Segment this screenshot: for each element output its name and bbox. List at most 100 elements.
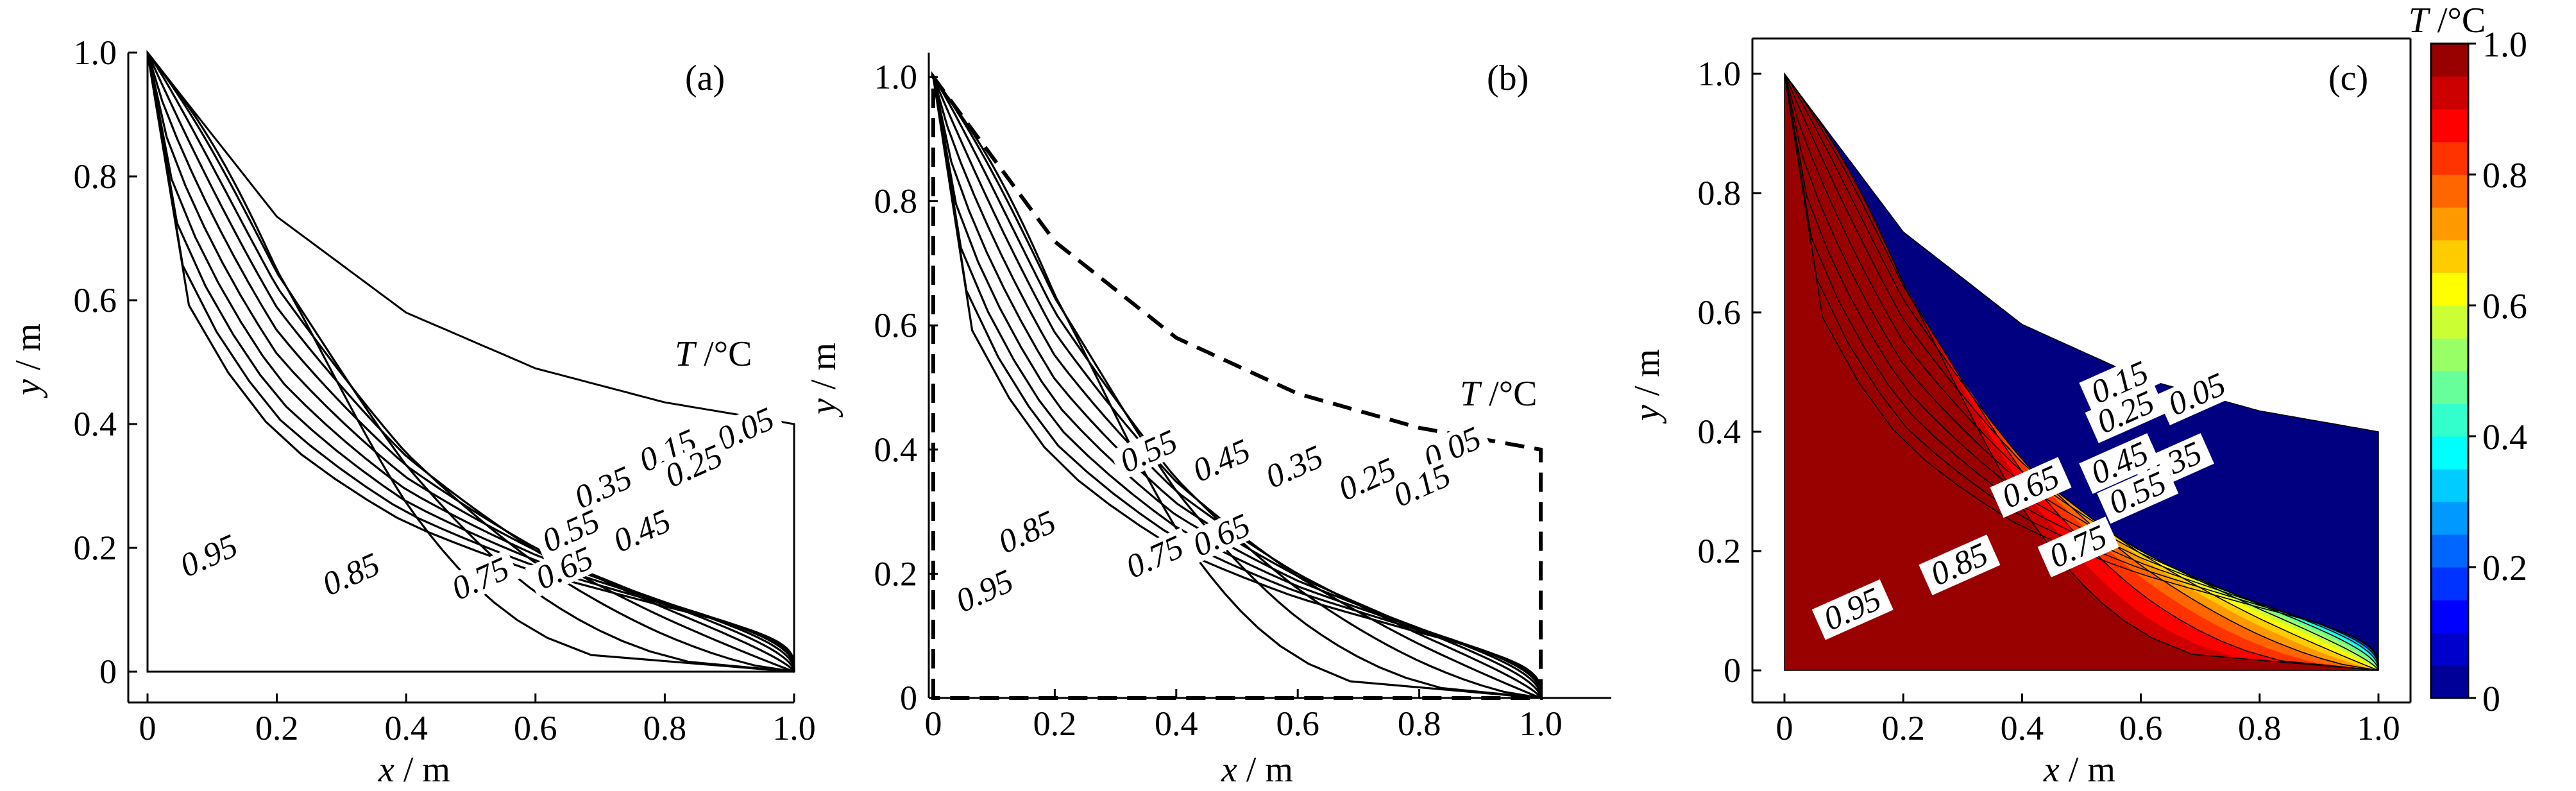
panel-a-xlabel: x / m [378, 750, 450, 790]
colorbar-title-var: T [2409, 1, 2431, 40]
colorbar-band [2431, 567, 2468, 600]
contour-label-group: 0.75 [441, 549, 520, 608]
x-tick-label: 0.4 [2001, 709, 2044, 747]
contour-label-bg [311, 545, 391, 604]
panel-b-xlabel-unit: / m [1237, 750, 1293, 790]
contour-line [1784, 73, 2379, 671]
contour-line [932, 76, 1542, 698]
colorbar-band [2431, 436, 2468, 470]
contour-label-bg [564, 458, 643, 517]
colorbar-frame [2430, 42, 2470, 699]
panel-b-xticks: 0 0.2 0.4 0.6 0.8 1.0 [925, 704, 1563, 743]
panel-c-xlabel-var: x [2043, 750, 2060, 790]
contour-label-bg [1990, 457, 2072, 518]
panel-b-axes [928, 53, 1611, 699]
domain-boundary [146, 49, 795, 673]
contour-line [1784, 73, 2379, 671]
x-tick-label: 0 [925, 704, 942, 743]
panel-b-contours [932, 76, 1542, 699]
domain-boundary [1784, 72, 2379, 671]
panel-a-xlabel-unit: / m [394, 750, 450, 790]
panel-a-unit-var: T [675, 334, 697, 374]
panel-a-unit-label: T /°C [675, 334, 752, 374]
y-tick-label: 0 [1724, 651, 1741, 690]
contour-label-group: 0.45 [1182, 431, 1261, 490]
contour-line [932, 76, 1542, 698]
panel-b-unit-var: T [1460, 374, 1482, 414]
contour-label-bg [1115, 527, 1194, 586]
y-tick-label: 0.4 [874, 430, 918, 469]
contour-label-bg [525, 538, 604, 598]
panel-c-contour-labels: 0.050.150.250.350.450.550.650.750.850.95 [1811, 352, 2238, 640]
y-tick-label: 0.8 [874, 182, 918, 221]
colorbar-tick-label: 0.6 [2482, 287, 2527, 327]
panel-a-yticks: 0 0.2 0.4 0.6 0.8 1.0 [74, 33, 117, 691]
panel-b-xlabel: x / m [1221, 750, 1293, 790]
contour-line [1784, 73, 2379, 671]
panel-c-boundary [1784, 72, 2379, 671]
contour-label-bg [945, 561, 1024, 620]
panel-c-yticks: 0 0.2 0.4 0.6 0.8 1.0 [1698, 55, 1741, 690]
colorbar-band [2431, 600, 2468, 633]
x-tick-label: 0.4 [1155, 704, 1198, 743]
x-tick-label: 0 [139, 709, 157, 747]
y-tick-label: 1.0 [874, 58, 918, 96]
colorbar-tick-label: 1.0 [2482, 25, 2527, 65]
panel-b-tag: (b) [1487, 58, 1529, 98]
panel-a-xticks: 0 0.2 0.4 0.6 0.8 1.0 [139, 709, 816, 747]
contour-label-bg [987, 502, 1067, 561]
colorbar-band [2431, 502, 2468, 535]
contour-label-bg [1811, 579, 1894, 640]
y-tick-label: 0.6 [74, 281, 117, 319]
y-tick-label: 0.6 [874, 306, 918, 344]
y-tick-label: 0.2 [1698, 532, 1741, 570]
colorbar: 0 0.2 0.4 0.6 0.8 1.0 [2430, 25, 2527, 719]
colorbar-title: T /°C [2409, 1, 2486, 40]
contour-label-bg [2156, 364, 2238, 425]
contour-label-bg [1255, 438, 1334, 497]
x-tick-label: 0.2 [1881, 709, 1925, 747]
contour-label-bg [2097, 463, 2179, 524]
panel-c-fill [1784, 74, 2378, 670]
panel-b-unit-label: T /°C [1460, 374, 1537, 414]
panel-a-ylabel-var: y [8, 379, 48, 398]
x-tick-label: 0.2 [1033, 704, 1077, 743]
panel-c-xticks: 0 0.2 0.4 0.6 0.8 1.0 [1776, 709, 2400, 747]
y-tick-label: 0.6 [1698, 293, 1741, 332]
contour-label-bg [654, 436, 733, 495]
y-tick-label: 0 [99, 652, 117, 691]
panel-a-unit-unit: /°C [695, 334, 752, 374]
panel-a: 0.050.150.250.350.450.550.650.750.850.95… [8, 33, 816, 790]
contour-label-group: 0.95 [169, 526, 248, 585]
panel-b-yticks: 0 0.2 0.4 0.6 0.8 1.0 [874, 58, 918, 717]
panel-a-ylabel-unit: / m [8, 323, 48, 379]
colorbar-band [2431, 273, 2468, 306]
colorbar-band [2431, 469, 2468, 502]
contour-label-bg [1412, 419, 1492, 478]
panel-b-xlabel-var: x [1221, 750, 1237, 790]
contour-label-group: 0.55 [1109, 421, 1188, 481]
contour-line [146, 52, 795, 673]
panel-c: 0.050.150.250.350.450.550.650.750.850.95… [1627, 1, 2527, 790]
y-tick-label: 0.4 [1698, 413, 1741, 451]
y-tick-label: 0.8 [1698, 174, 1741, 212]
contour-label-bg [2079, 433, 2161, 494]
colorbar-band [2431, 371, 2468, 404]
x-tick-label: 0.8 [1398, 704, 1441, 743]
contour-label-bg [628, 421, 708, 480]
contour-line [932, 76, 1542, 699]
contour-line [932, 76, 1542, 699]
panel-b-ylabel-unit: / m [804, 343, 843, 398]
colorbar-band [2431, 404, 2468, 437]
colorbar-tick-label: 0.4 [2482, 418, 2527, 457]
contour-label-bg [531, 502, 611, 561]
colorbar-band [2431, 109, 2468, 142]
contour-label-group: 0.65 [1990, 457, 2072, 518]
panel-c-axes [1751, 37, 2412, 704]
contour-label-group: 0.85 [987, 502, 1067, 561]
contour-line [1784, 73, 2379, 671]
contour-label-group: 0.35 [1255, 438, 1334, 497]
y-tick-label: 0 [900, 679, 917, 717]
contour-label-bg [2085, 382, 2167, 443]
contour-label-bg [1182, 431, 1261, 490]
